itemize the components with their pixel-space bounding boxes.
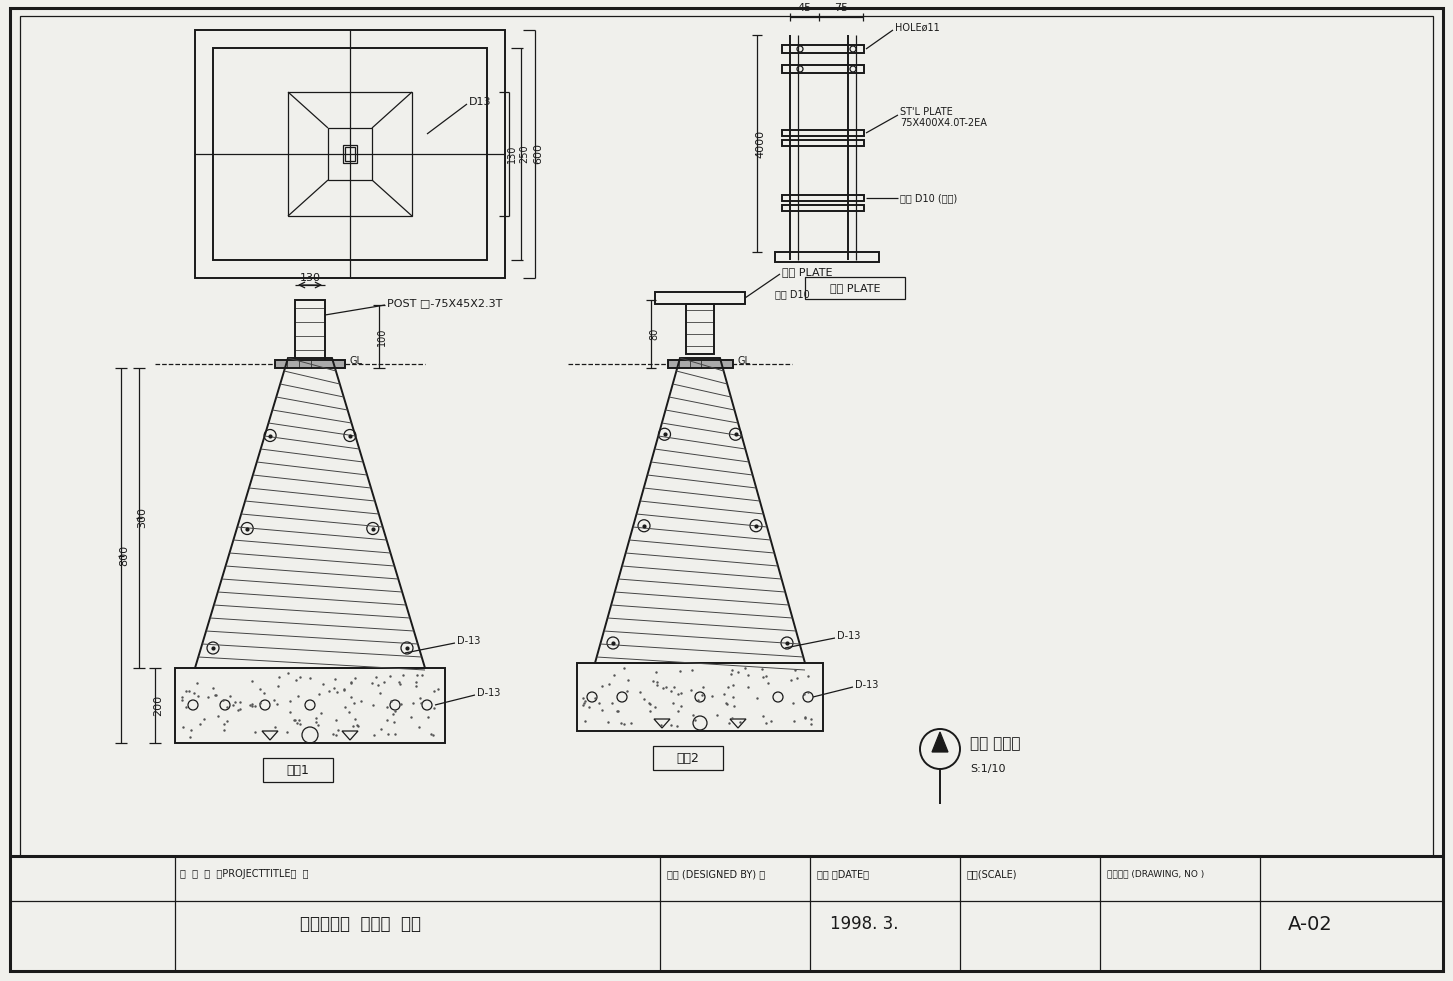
Bar [295, 300, 325, 365]
Text: 도면구분 (DRAWING, NO ): 도면구분 (DRAWING, NO ) [1107, 869, 1205, 879]
Text: GL: GL [737, 356, 750, 366]
Text: D13: D13 [469, 97, 491, 107]
Bar [805, 277, 905, 299]
Text: 4000: 4000 [756, 129, 764, 158]
Bar [174, 668, 445, 743]
Bar [288, 92, 413, 216]
Text: 설계 (DESIGNED BY) ：: 설계 (DESIGNED BY) ： [667, 869, 766, 879]
Text: 公  事  名  ＜PROJECTTITLE＞  ：: 公 事 名 ＜PROJECTTITLE＞ ： [180, 869, 308, 879]
Bar [263, 758, 333, 782]
Text: 축첨(SCALE): 축첨(SCALE) [968, 869, 1017, 879]
Text: A-02: A-02 [1287, 914, 1332, 934]
Text: 75X400X4.0T-2EA: 75X400X4.0T-2EA [899, 118, 987, 128]
Text: 75: 75 [834, 3, 849, 13]
Bar [577, 663, 822, 731]
Bar [343, 145, 357, 163]
Text: 철근 D10: 철근 D10 [774, 289, 809, 299]
Bar [275, 360, 344, 368]
Text: S:1/10: S:1/10 [971, 764, 1005, 774]
Text: D-13: D-13 [837, 631, 860, 641]
Text: D-13: D-13 [458, 636, 481, 646]
Text: D-13: D-13 [854, 680, 879, 690]
Text: 250: 250 [519, 144, 529, 163]
Bar [652, 746, 724, 770]
Text: 철근 D10 (용접): 철근 D10 (용접) [899, 193, 958, 203]
Bar [668, 360, 732, 368]
Text: 방법1: 방법1 [286, 764, 309, 778]
Text: 45: 45 [798, 3, 812, 13]
Text: 기초 상세도: 기초 상세도 [971, 737, 1020, 751]
Bar [328, 128, 372, 180]
Text: ST'L PLATE: ST'L PLATE [899, 107, 953, 117]
Bar [214, 48, 487, 260]
Bar [686, 304, 713, 354]
Bar [195, 30, 506, 278]
Bar [782, 205, 865, 211]
Bar [782, 130, 865, 136]
Bar [774, 252, 879, 262]
Text: 100: 100 [376, 328, 386, 345]
Text: 130: 130 [299, 273, 321, 283]
Text: HOLEø11: HOLEø11 [895, 23, 940, 33]
Bar [782, 195, 865, 201]
Text: 농가보급형  경질판  온실: 농가보급형 경질판 온실 [299, 915, 421, 933]
Bar [344, 147, 355, 161]
Text: 았카 PLATE: 았카 PLATE [830, 283, 881, 293]
Text: 80: 80 [649, 328, 660, 340]
Text: 날짜 ＜DATE＞: 날짜 ＜DATE＞ [817, 869, 869, 879]
Text: 았카 PLATE: 았카 PLATE [782, 267, 833, 277]
Text: 방법2: 방법2 [677, 752, 699, 765]
Bar [20, 16, 1433, 856]
Text: 600: 600 [533, 143, 543, 165]
Text: 1998. 3.: 1998. 3. [830, 915, 898, 933]
Text: GL: GL [350, 356, 363, 366]
Text: 130: 130 [507, 145, 517, 163]
Text: 800: 800 [119, 544, 129, 566]
Text: 200: 200 [153, 695, 163, 716]
Bar [782, 140, 865, 146]
Bar [782, 65, 865, 73]
Bar [655, 292, 745, 304]
Text: POST □-75X45X2.3T: POST □-75X45X2.3T [386, 298, 503, 308]
Bar [782, 45, 865, 53]
Text: 300: 300 [137, 507, 147, 529]
Text: D-13: D-13 [477, 688, 500, 698]
Polygon shape [931, 732, 947, 752]
